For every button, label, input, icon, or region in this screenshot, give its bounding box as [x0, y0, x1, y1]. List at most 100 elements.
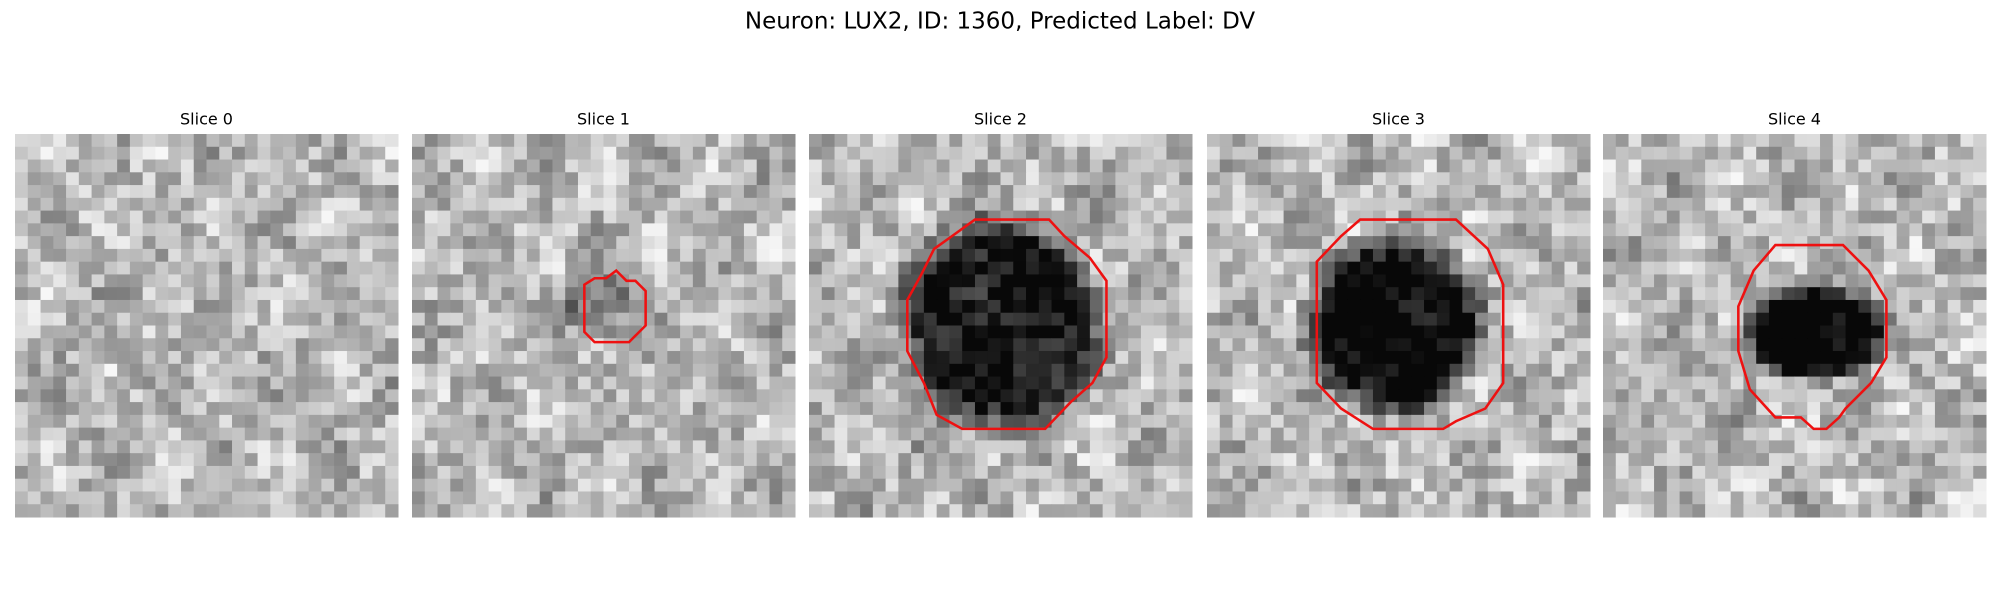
- pixel: [1934, 287, 1949, 301]
- pixel: [295, 312, 310, 327]
- pixel: [539, 134, 553, 148]
- pixel: [1564, 440, 1578, 454]
- pixel: [1347, 389, 1361, 403]
- pixel: [1705, 261, 1719, 275]
- pixel: [705, 402, 719, 416]
- pixel: [667, 134, 681, 148]
- pixel: [66, 287, 80, 301]
- pixel: [731, 299, 745, 314]
- pixel: [1179, 478, 1193, 492]
- pixel: [488, 453, 502, 467]
- pixel: [359, 325, 373, 339]
- pixel: [1615, 210, 1630, 224]
- pixel: [1922, 491, 1936, 505]
- pixel: [412, 274, 426, 288]
- pixel: [1245, 338, 1259, 352]
- pixel: [117, 363, 131, 378]
- pixel: [782, 491, 796, 505]
- pixel: [1245, 312, 1259, 327]
- pixel: [40, 159, 54, 173]
- pixel: [821, 389, 836, 403]
- pixel: [40, 453, 54, 467]
- pixel: [1258, 478, 1272, 492]
- pixel: [1922, 197, 1936, 212]
- pixel: [1654, 146, 1668, 161]
- pixel: [834, 427, 848, 441]
- pixel: [1564, 312, 1578, 327]
- pixel: [1140, 478, 1155, 492]
- pixel: [1743, 338, 1757, 352]
- pixel: [1475, 172, 1489, 186]
- pixel: [1743, 287, 1757, 301]
- pixel: [577, 146, 592, 161]
- pixel: [1526, 236, 1540, 250]
- pixel: [1347, 299, 1361, 314]
- pixel: [346, 159, 361, 173]
- pixel: [117, 427, 131, 441]
- pixel: [1232, 236, 1246, 250]
- pixel: [1347, 440, 1361, 454]
- pixel: [232, 351, 246, 365]
- pixel: [539, 504, 553, 518]
- pixel: [1102, 402, 1116, 416]
- pixel: [142, 363, 156, 378]
- pixel: [346, 376, 361, 390]
- pixel: [219, 236, 233, 250]
- pixel: [1666, 299, 1681, 314]
- pixel: [1730, 402, 1744, 416]
- pixel: [1424, 325, 1438, 339]
- pixel: [1743, 185, 1757, 199]
- pixel: [91, 427, 105, 441]
- pixel: [539, 299, 553, 314]
- pixel: [962, 134, 976, 148]
- pixel: [475, 274, 490, 288]
- pixel: [1628, 363, 1642, 378]
- pixel: [40, 440, 54, 454]
- pixel: [1871, 185, 1885, 199]
- pixel: [1832, 338, 1847, 352]
- pixel: [1717, 325, 1732, 339]
- pixel: [1551, 414, 1565, 429]
- pixel: [66, 172, 80, 186]
- pixel: [539, 325, 553, 339]
- pixel: [1692, 402, 1706, 416]
- pixel: [1128, 363, 1142, 378]
- pixel: [1372, 504, 1387, 518]
- pixel: [15, 402, 29, 416]
- pixel: [1398, 414, 1412, 429]
- pixel: [680, 376, 694, 390]
- pixel: [1845, 453, 1859, 467]
- pixel: [1449, 146, 1463, 161]
- pixel: [654, 351, 668, 365]
- pixel: [15, 453, 29, 467]
- pixel: [1089, 287, 1104, 301]
- pixel: [334, 376, 348, 390]
- pixel: [424, 427, 439, 441]
- pixel: [923, 236, 938, 250]
- pixel: [1334, 338, 1348, 352]
- pixel: [1128, 197, 1142, 212]
- pixel: [1385, 274, 1400, 288]
- pixel: [501, 236, 515, 250]
- pixel: [809, 172, 823, 186]
- pixel: [1270, 248, 1285, 263]
- pixel: [501, 261, 515, 275]
- pixel: [308, 146, 322, 161]
- pixel: [1424, 402, 1438, 416]
- pixel: [193, 478, 208, 492]
- pixel: [437, 312, 451, 327]
- pixel: [1807, 465, 1821, 480]
- pixel: [872, 376, 887, 390]
- pixel: [1013, 427, 1027, 441]
- pixel: [705, 299, 719, 314]
- pixel: [15, 504, 29, 518]
- pixel: [424, 440, 439, 454]
- pixel: [769, 172, 783, 186]
- pixel: [1551, 185, 1565, 199]
- pixel: [40, 312, 54, 327]
- pixel: [1153, 427, 1167, 441]
- pixel: [603, 287, 617, 301]
- pixel: [616, 261, 630, 275]
- pixel: [872, 465, 887, 480]
- pixel: [577, 427, 592, 441]
